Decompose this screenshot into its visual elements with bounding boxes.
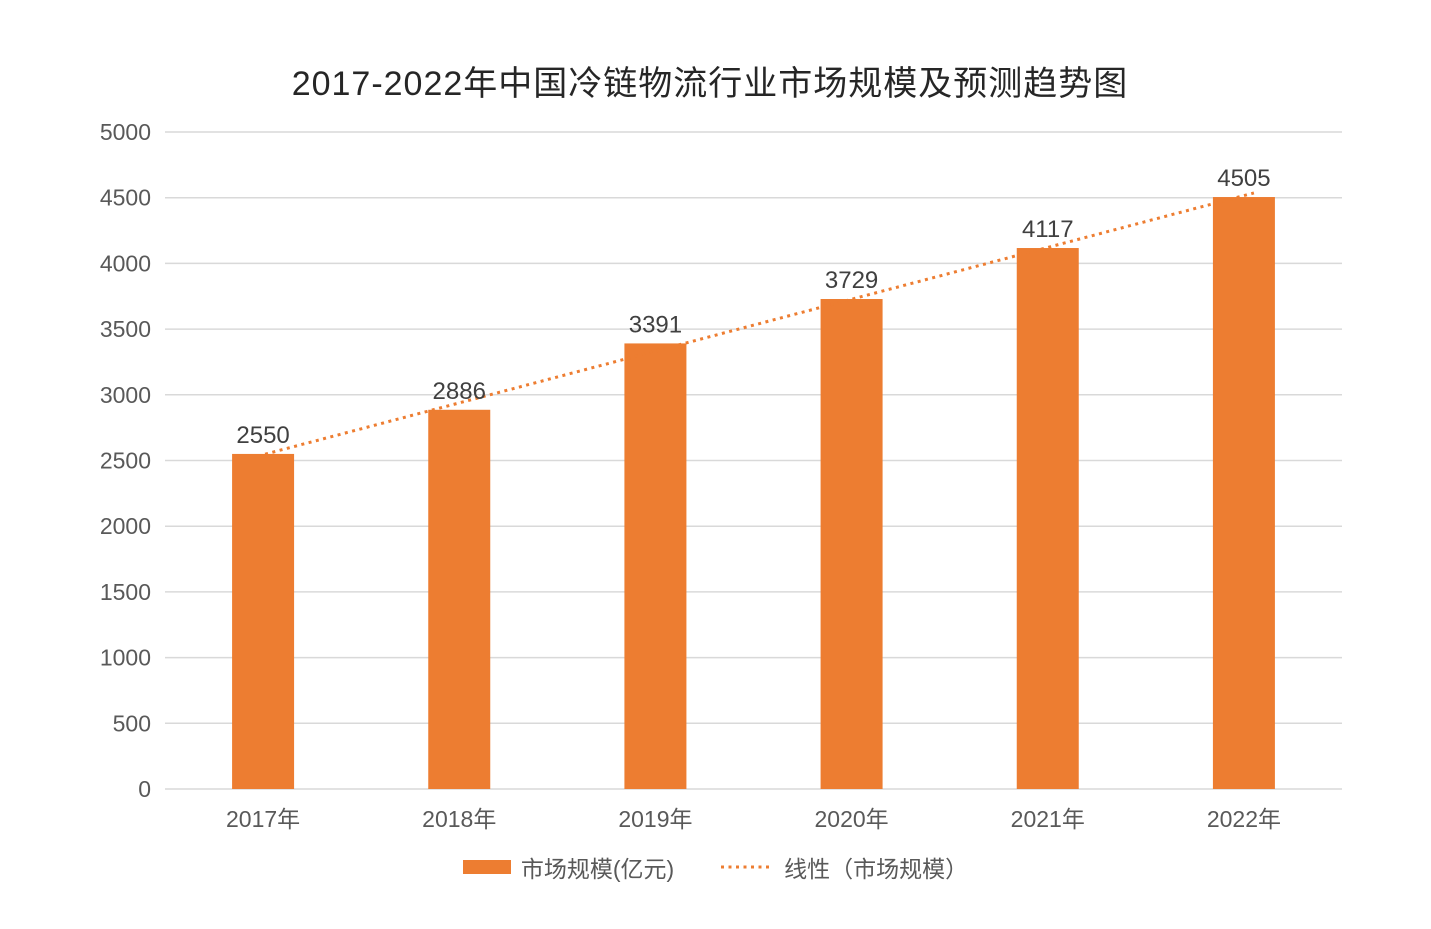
bar-2021年	[1016, 248, 1079, 790]
bar-2018年	[428, 409, 491, 789]
legend-item-trendline: 线性（市场规模）	[720, 850, 968, 884]
y-tick-label: 3000	[100, 382, 151, 408]
legend-label-trendline: 线性（市场规模）	[784, 856, 969, 882]
x-tick-label-2019年: 2019年	[618, 806, 692, 832]
data-label-2019年: 3391	[629, 311, 682, 338]
y-tick-label: 0	[138, 776, 151, 802]
data-label-2022年: 4505	[1217, 165, 1270, 192]
legend-swatch-bar	[462, 860, 511, 874]
chart-title: 2017-2022年中国冷链物流行业市场规模及预测趋势图	[291, 65, 1129, 103]
bar-2017年	[232, 453, 295, 789]
y-tick-label: 500	[113, 710, 151, 736]
legend: 市场规模(亿元) 线性（市场规模）	[0, 850, 1431, 884]
bar-2020年	[820, 299, 883, 789]
y-tick-label: 2000	[100, 513, 151, 539]
y-tick-label: 4500	[100, 185, 151, 211]
data-label-2017年: 2550	[236, 422, 289, 449]
data-label-2021年: 4117	[1022, 216, 1074, 243]
data-label-2018年: 2886	[433, 378, 486, 405]
x-tick-label-2021年: 2021年	[1011, 806, 1085, 832]
trendline	[264, 191, 1255, 456]
y-tick-label: 5000	[100, 119, 151, 145]
x-tick-label-2018年: 2018年	[422, 806, 496, 832]
legend-swatch-dotted-line-icon	[721, 865, 774, 869]
bar-2019年	[624, 343, 687, 789]
y-tick-label: 1000	[100, 645, 151, 671]
y-tick-label: 1500	[100, 579, 151, 605]
y-tick-label: 4000	[100, 250, 151, 276]
legend-label-market-size: 市场规模(亿元)	[520, 856, 675, 882]
bar-2022年	[1212, 197, 1275, 790]
y-tick-label: 2500	[100, 448, 151, 474]
legend-item-market-size: 市场规模(亿元)	[462, 850, 675, 884]
data-label-2020年: 3729	[825, 267, 878, 294]
x-tick-label-2020年: 2020年	[814, 806, 888, 832]
y-tick-label: 3500	[100, 316, 151, 342]
x-tick-label-2022年: 2022年	[1207, 806, 1281, 832]
x-tick-label-2017年: 2017年	[226, 806, 300, 832]
